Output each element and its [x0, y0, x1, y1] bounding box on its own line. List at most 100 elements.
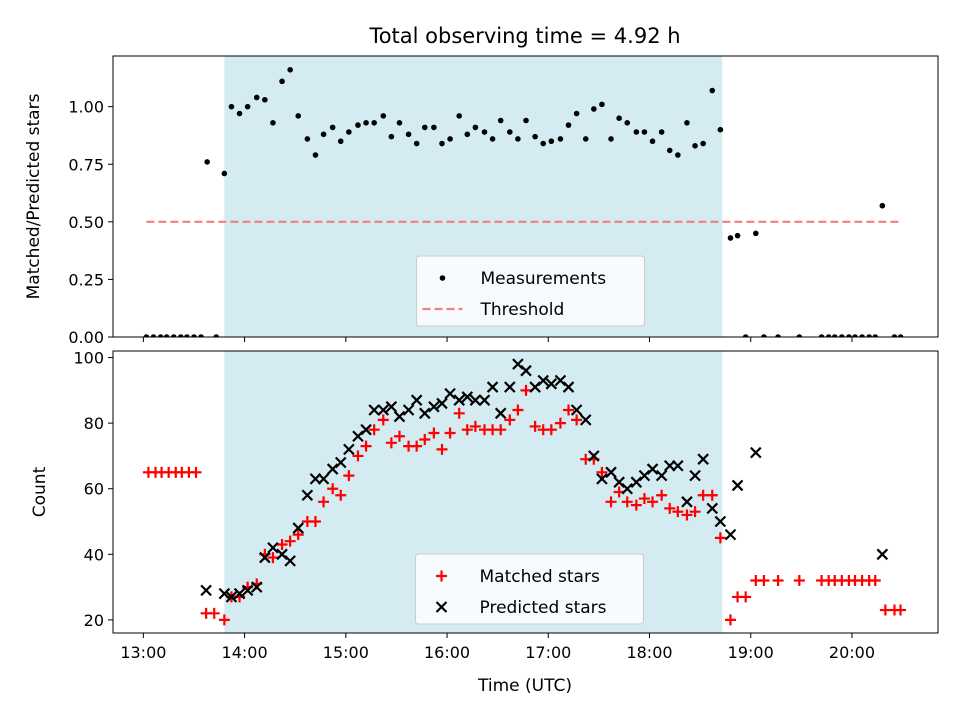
measurement-point	[388, 133, 395, 140]
measurement-point	[198, 334, 204, 337]
matched-star-point	[605, 496, 617, 508]
measurement-point	[565, 122, 572, 128]
matched-star-point	[520, 384, 532, 396]
legend-label: Threshold	[480, 300, 565, 320]
predicted-star-point	[419, 407, 431, 420]
matched-star-point	[512, 404, 524, 416]
measurement-point	[295, 113, 302, 119]
predicted-star-point	[714, 515, 727, 528]
matched-star-point	[385, 437, 397, 449]
x-tick-label: 14:00	[222, 643, 268, 662]
measurement-point	[329, 124, 336, 131]
y-tick-label: 0.75	[68, 155, 104, 174]
measurement-point	[641, 129, 648, 135]
matched-star-point	[724, 614, 736, 626]
matched-star-point	[453, 407, 465, 419]
measurement-point	[405, 131, 412, 138]
matched-star-point	[360, 440, 372, 452]
measurement-point	[337, 138, 344, 145]
predicted-star-point	[537, 374, 549, 387]
measurement-point	[548, 138, 555, 145]
measurement-point	[734, 232, 741, 239]
measurement-point	[262, 96, 268, 103]
predicted-star-point	[250, 581, 263, 593]
measurement-point	[852, 334, 858, 337]
predicted-star-point	[596, 473, 608, 485]
predicted-star-point	[453, 394, 465, 406]
matched-star-point	[672, 506, 684, 518]
measurement-point	[279, 78, 285, 85]
matched-star-point	[664, 502, 676, 514]
measurement-point	[481, 129, 488, 135]
matched-star-point	[208, 607, 220, 619]
y-tick-label: 60	[84, 480, 104, 499]
predicted-star-point	[233, 587, 246, 600]
y-tick-label: 100	[73, 349, 104, 368]
measurement-point	[684, 119, 690, 126]
measurement-point	[825, 334, 832, 337]
legend-box	[415, 553, 644, 625]
measurement-point	[497, 117, 504, 124]
predicted-star-point	[469, 394, 482, 406]
measurement-point	[355, 122, 361, 128]
predicted-star-point	[588, 450, 600, 462]
matched-star-point	[529, 420, 541, 432]
predicted-star-point	[750, 446, 762, 459]
measurement-point	[582, 136, 589, 142]
predicted-star-point	[655, 469, 668, 482]
measurement-point	[891, 334, 898, 337]
measurement-point	[649, 138, 656, 145]
x-tick-label: 18:00	[626, 643, 672, 662]
predicted-star-point	[428, 400, 440, 413]
matched-star-point	[638, 493, 650, 505]
measurement-point	[421, 124, 428, 131]
measurement-point	[456, 113, 462, 119]
matched-star-point	[267, 552, 279, 564]
predicted-star-point	[570, 404, 583, 416]
legend-label: Predicted stars	[480, 598, 607, 618]
measurement-point	[846, 334, 852, 337]
measurement-point	[818, 334, 825, 337]
measurement-point	[700, 140, 706, 147]
y-tick-label: 40	[84, 545, 104, 564]
predicted-star-point	[368, 404, 380, 416]
x-tick-label: 15:00	[323, 643, 369, 662]
measurement-point	[244, 103, 251, 110]
predicted-star-point	[385, 400, 398, 413]
predicted-star-point	[360, 423, 372, 436]
measurement-point	[312, 152, 319, 158]
series-plus	[142, 384, 907, 626]
measurement-point	[170, 334, 177, 337]
legend-dot-marker	[439, 275, 446, 281]
measurement-point	[346, 129, 352, 135]
matched-star-point	[292, 529, 304, 541]
matched-star-point	[504, 414, 516, 426]
matched-star-point	[419, 434, 431, 446]
measurement-point	[163, 334, 170, 337]
axes-frame	[112, 55, 939, 338]
measurement-point	[304, 136, 311, 142]
measurement-point	[178, 334, 184, 337]
y-tick-label: 0.25	[68, 270, 104, 289]
measurement-point	[439, 140, 445, 147]
predicted-star-point	[706, 502, 719, 515]
predicted-star-point	[200, 584, 212, 597]
matched-star-point	[563, 404, 575, 416]
matched-star-point	[436, 443, 448, 455]
predicted-star-point	[697, 453, 709, 465]
measurement-point	[371, 119, 377, 126]
matched-star-point	[377, 414, 389, 426]
matched-star-point	[571, 414, 583, 426]
x-axis-label: Time (UTC)	[477, 676, 572, 696]
measurement-point	[692, 143, 698, 149]
measurement-point	[616, 115, 622, 121]
measurement-point	[157, 334, 164, 337]
predicted-star-point	[486, 381, 499, 393]
predicted-star-point	[579, 414, 592, 426]
measurement-point	[489, 136, 496, 142]
measurement-point	[236, 110, 243, 117]
predicted-star-point	[621, 482, 634, 495]
y-axis-label: Count	[30, 466, 50, 517]
matched-star-point	[469, 420, 481, 432]
predicted-star-point	[724, 528, 737, 541]
